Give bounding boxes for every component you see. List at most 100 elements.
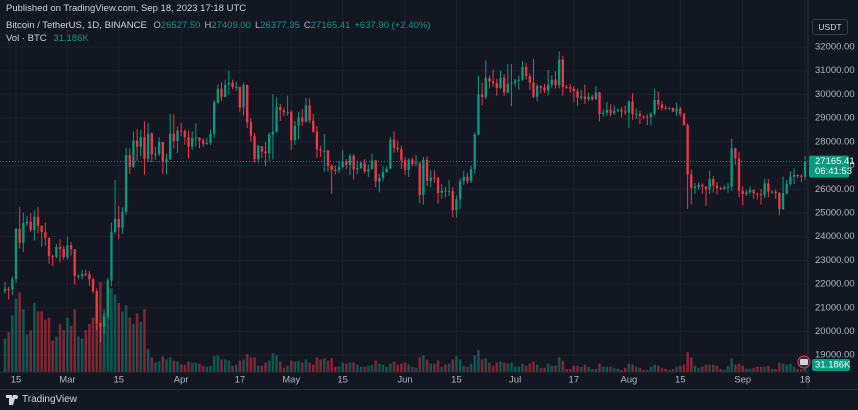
candle-body	[756, 193, 759, 195]
volume-bar	[146, 348, 150, 372]
volume-bar	[84, 330, 88, 372]
y-tick-label: 31000.00	[815, 65, 855, 76]
candle-body	[323, 150, 326, 152]
volume-bar	[80, 338, 84, 372]
candle-body	[488, 78, 491, 82]
candle-body	[91, 279, 95, 292]
candle-body	[748, 189, 752, 193]
candle-body	[539, 86, 542, 88]
y-tick-label: 28000.00	[815, 136, 855, 147]
candle-body	[745, 192, 748, 194]
symbol[interactable]: Bitcoin / TetherUS, 1D, BINANCE	[6, 20, 147, 31]
currency-button[interactable]: USDT	[812, 19, 848, 35]
volume-bar	[69, 325, 73, 372]
candle-body	[249, 122, 253, 136]
candle-body	[150, 133, 153, 155]
candle-body	[609, 109, 612, 113]
candle-body	[18, 228, 21, 243]
volume-bar	[392, 361, 396, 372]
volume-bar	[157, 361, 161, 372]
candle-body	[781, 193, 785, 210]
candle-body	[730, 148, 733, 187]
candle-body	[69, 245, 73, 250]
candle-body	[671, 108, 675, 112]
volume-bar	[458, 359, 462, 372]
candle-body	[99, 322, 102, 327]
candle-body	[440, 190, 443, 193]
volume-bar	[704, 364, 708, 372]
indicator-icon[interactable]	[797, 355, 811, 369]
legend: Bitcoin / TetherUS, 1D, BINANCE O26527.5…	[6, 19, 434, 45]
candle-body	[414, 162, 418, 164]
volume-bar	[106, 302, 110, 372]
volume-bar	[462, 365, 466, 372]
volume-bar	[425, 359, 429, 372]
candle-body	[624, 111, 627, 113]
volume-bar	[139, 321, 143, 372]
volume-bar	[135, 313, 139, 372]
candle-body	[521, 66, 524, 80]
candle-body	[572, 88, 576, 92]
volume-bar	[447, 363, 451, 372]
volume-bar	[113, 294, 117, 372]
candle-body	[682, 114, 686, 126]
volume-bar	[176, 361, 179, 372]
candle-body	[260, 146, 264, 152]
volume-bar	[363, 366, 366, 372]
candle-body	[330, 165, 333, 171]
candle-body	[14, 228, 18, 280]
candle-body	[73, 249, 76, 276]
candle-body	[726, 186, 730, 188]
volume-bar	[414, 367, 418, 372]
footer: TradingView	[0, 389, 858, 410]
candle-body	[231, 82, 234, 87]
candle-body	[701, 184, 704, 187]
candle-body	[616, 109, 620, 111]
candle-body	[719, 188, 722, 190]
x-tick-label: 17	[235, 375, 246, 386]
volume-bar	[77, 336, 80, 372]
volume-bar	[645, 369, 649, 372]
volume-bar	[796, 368, 800, 372]
volume-bar	[348, 362, 352, 372]
volume-bar	[36, 311, 40, 372]
volume-bar	[660, 367, 664, 372]
volume-bar	[278, 361, 282, 372]
volume-bar	[14, 298, 18, 372]
candle-body	[396, 147, 399, 149]
candle-body	[139, 137, 142, 147]
volume-bar	[767, 365, 770, 372]
volume-bar	[411, 366, 414, 372]
candle-body	[381, 172, 385, 178]
candle-body	[117, 218, 120, 228]
volume-bar	[271, 353, 275, 372]
candle-body	[631, 101, 634, 115]
volume-bar	[730, 358, 733, 372]
candle-body	[47, 237, 51, 257]
volume-bar	[367, 365, 370, 372]
volume-bar	[311, 364, 315, 372]
volume-bar	[117, 302, 121, 372]
volume-bar	[789, 363, 792, 372]
candle-body	[477, 94, 480, 135]
ohlc-value: 26527.50	[160, 20, 201, 31]
candle-body	[774, 191, 777, 194]
candle-body	[704, 186, 708, 190]
price-tag-text: 27165.41	[815, 156, 855, 167]
candle-body	[583, 96, 587, 100]
volume-bar	[697, 367, 700, 372]
candle-body	[246, 84, 249, 123]
volume-bar	[778, 362, 781, 372]
candle-body	[447, 191, 451, 193]
volume-bar	[374, 360, 377, 372]
volume-bar	[7, 332, 10, 372]
volume-title[interactable]: Vol · BTC	[6, 33, 47, 44]
candle-body	[102, 316, 106, 327]
candle-body	[462, 176, 465, 182]
volume-bar	[187, 361, 190, 372]
candle-body	[767, 183, 770, 192]
volume-bar	[605, 366, 609, 372]
volume-bar	[231, 365, 234, 372]
logo-shape	[6, 395, 18, 405]
candle-body	[165, 159, 168, 163]
